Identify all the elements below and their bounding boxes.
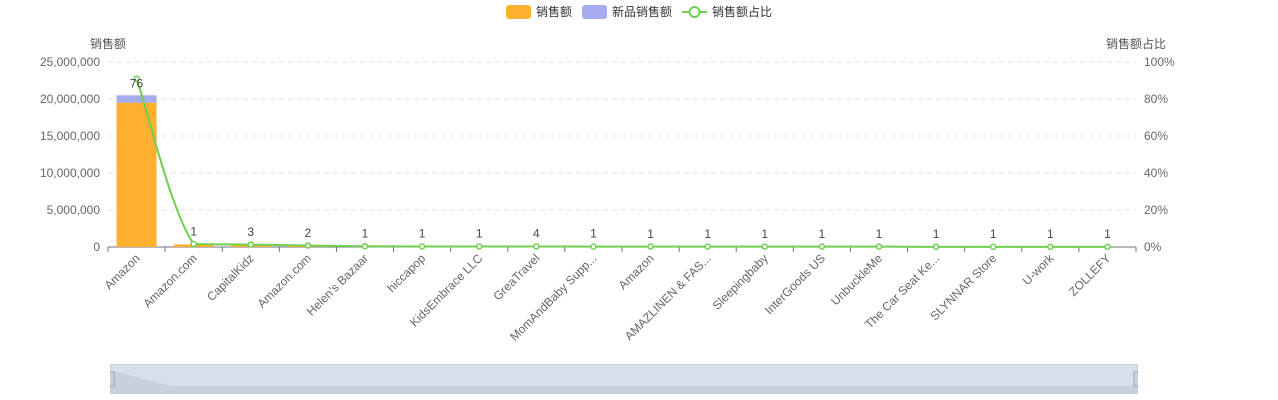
data-label: 1: [819, 227, 826, 241]
line-point: [190, 240, 197, 248]
line-point: [590, 243, 597, 250]
line-point: [304, 242, 312, 249]
line-point: [647, 243, 654, 250]
data-label: 1: [761, 227, 768, 241]
series-line-sales-ratio: [135, 78, 1108, 248]
y2-tick-label: 80%: [1144, 92, 1168, 106]
legend-line-icon: [682, 5, 707, 18]
data-label: 1: [476, 227, 483, 241]
x-tick-label: UnbuckleMe: [828, 251, 885, 308]
x-tick-label: GreaTravel: [490, 251, 542, 303]
y2-tick-label: 60%: [1144, 129, 1168, 143]
y-tick-label: 0: [93, 240, 100, 254]
line-point: [1047, 243, 1054, 251]
line-point: [1104, 243, 1111, 251]
datazoom-handle-right[interactable]: [1133, 371, 1138, 387]
legend-item-sales-ratio[interactable]: 销售额占比: [682, 3, 772, 20]
line-point: [361, 243, 369, 250]
legend: 销售额 新品销售额 销售额占比: [0, 3, 1278, 20]
bar-new-sales: [116, 95, 157, 103]
x-tick-label: hiccapop: [384, 251, 428, 295]
chart-plot: 0 5,000,000 10,000,000 15,000,000 20,000,000…: [40, 55, 1175, 344]
data-label: 1: [933, 227, 940, 241]
line-point: [818, 243, 826, 250]
line-point: [133, 75, 140, 82]
y-tick-label: 15,000,000: [40, 129, 100, 143]
y-tick-label: 10,000,000: [40, 166, 100, 180]
datazoom-preview: [110, 370, 1138, 394]
y-tick-label: 20,000,000: [40, 92, 100, 106]
line-point: [989, 243, 997, 251]
y-tick-label: 5,000,000: [47, 203, 101, 217]
line-point: [533, 243, 540, 250]
data-label: 1: [590, 227, 597, 241]
y-axis-title: 销售额: [90, 37, 127, 51]
x-tick-label: Sleepingbaby: [710, 251, 771, 312]
datazoom-slider[interactable]: [110, 364, 1138, 394]
legend-swatch-new-sales: [581, 4, 607, 19]
x-tick-label: ZOLLEFY: [1066, 251, 1114, 299]
data-label: 1: [704, 227, 711, 241]
y2-tick-label: 20%: [1144, 203, 1168, 217]
data-label: 2: [305, 226, 312, 240]
y2-axis-title: 销售额占比: [1106, 37, 1167, 51]
data-label: 1: [419, 227, 426, 241]
data-label: 1: [190, 224, 197, 238]
legend-swatch-sales: [505, 4, 531, 19]
x-tick-label: InterGoods US: [762, 251, 828, 317]
x-tick-label: Helen’s Bazaar: [304, 251, 371, 318]
data-label: 3: [247, 225, 254, 239]
x-tick-label: U-work: [1020, 251, 1057, 288]
data-label: 1: [990, 227, 997, 241]
x-tick-label: Amazon: [616, 251, 657, 292]
datazoom-handle-left[interactable]: [110, 371, 115, 387]
data-label: 1: [647, 227, 654, 241]
legend-label-sales-ratio: 销售额占比: [712, 5, 773, 19]
legend-item-sales[interactable]: 销售额: [505, 3, 572, 20]
y2-tick-label: 40%: [1144, 166, 1168, 180]
line-point: [761, 243, 769, 250]
legend-item-new-sales[interactable]: 新品销售额: [581, 3, 672, 20]
x-tick-label: Amazon.com: [140, 251, 199, 310]
x-tick-label: Amazon: [102, 251, 143, 292]
data-label: 1: [1104, 227, 1111, 241]
line-point: [704, 243, 711, 250]
x-tick-label: Amazon.com: [255, 251, 314, 310]
x-tick-label: CapitalKidz: [204, 251, 257, 304]
data-label: 1: [876, 227, 883, 241]
line-point: [247, 241, 255, 248]
y2-tick-label: 0%: [1144, 240, 1162, 254]
legend-label-new-sales: 新品销售额: [611, 5, 672, 19]
legend-label-sales: 销售额: [535, 5, 572, 19]
line-point: [932, 243, 940, 251]
data-label: 76: [130, 76, 144, 90]
line-point: [875, 243, 883, 250]
y-tick-label: 25,000,000: [40, 55, 100, 69]
line-point: [418, 243, 426, 250]
data-label: 1: [1047, 227, 1054, 241]
data-label: 4: [533, 227, 540, 241]
line-point: [475, 243, 483, 250]
data-label: 1: [362, 227, 369, 241]
y2-tick-label: 100%: [1144, 55, 1175, 69]
